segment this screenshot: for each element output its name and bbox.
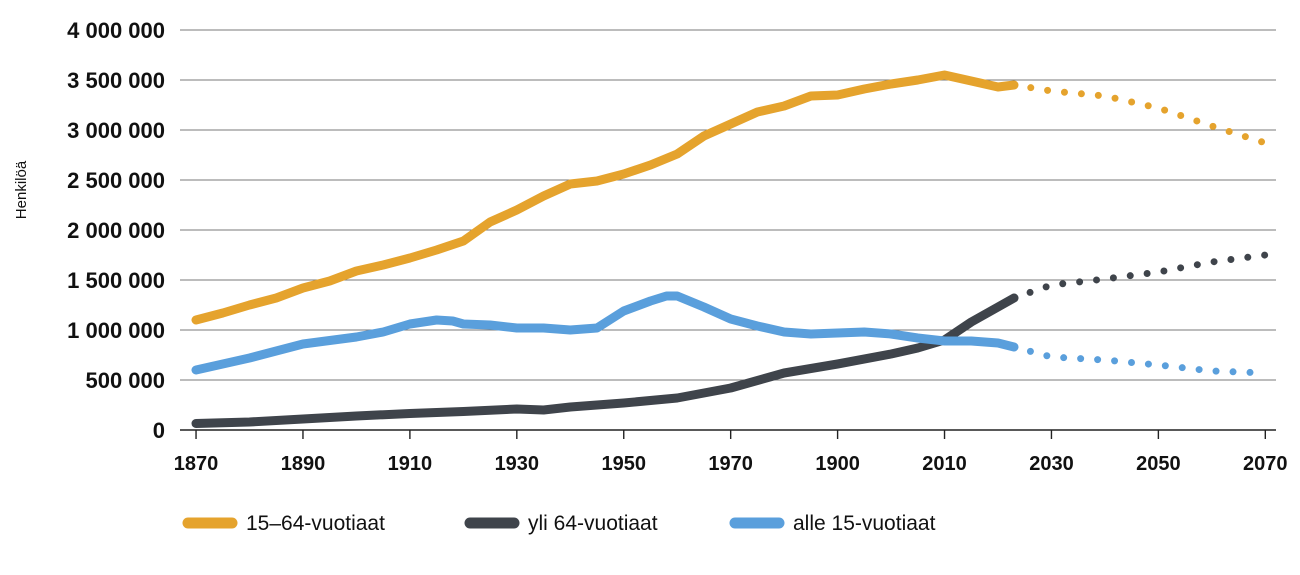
series-lines [191,70,1269,428]
series-line-elderly [191,293,1019,428]
y-tick-label: 4 000 000 [67,18,165,43]
y-tick-label: 500 000 [85,368,165,393]
legend-label: alle 15-vuotiaat [793,512,936,535]
y-tick-label: 2 000 000 [67,218,165,243]
y-tick-label: 1 500 000 [67,268,165,293]
x-tick-label: 1910 [388,453,433,475]
x-tick-label: 1970 [708,453,753,475]
series-line-children [191,291,1019,375]
x-tick-label: 2070 [1243,453,1288,475]
y-tick-label: 1 000 000 [67,318,165,343]
x-tick-label: 2030 [1029,453,1074,475]
x-tick-label: 2050 [1136,453,1181,475]
y-axis-label: Henkilöä [13,160,30,219]
projection-line-elderly [1010,251,1269,302]
series-line-working-age [191,70,1019,325]
x-tick-label: 1890 [281,453,326,475]
x-tick-label: 1900 [815,453,860,475]
x-tick-label: 1930 [495,453,540,475]
legend-item: yli 64-vuotiaat [464,512,658,535]
legend: 15–64-vuotiaat yli 64-vuotiaat alle 15-vuo… [182,512,936,535]
x-tick-label: 2010 [922,453,967,475]
legend-label: 15–64-vuotiaat [246,512,385,535]
x-tick-label: 1950 [601,453,646,475]
y-tick-label: 3 000 000 [67,118,165,143]
legend-label: yli 64-vuotiaat [528,512,658,535]
y-tick-label: 2 500 000 [67,168,165,193]
grid-lines [180,29,1276,431]
projection-line-working-age [1010,81,1269,147]
y-tick-label: 3 500 000 [67,68,165,93]
projection-line-children [1010,343,1269,377]
legend-item: 15–64-vuotiaat [182,512,385,535]
legend-item: alle 15-vuotiaat [729,512,936,535]
axes: 0 500 000 1 000 000 1 500 000 2 000 000 2 500… [67,18,1287,475]
y-tick-label: 0 [153,418,165,443]
x-tick-label: 1870 [174,453,219,475]
